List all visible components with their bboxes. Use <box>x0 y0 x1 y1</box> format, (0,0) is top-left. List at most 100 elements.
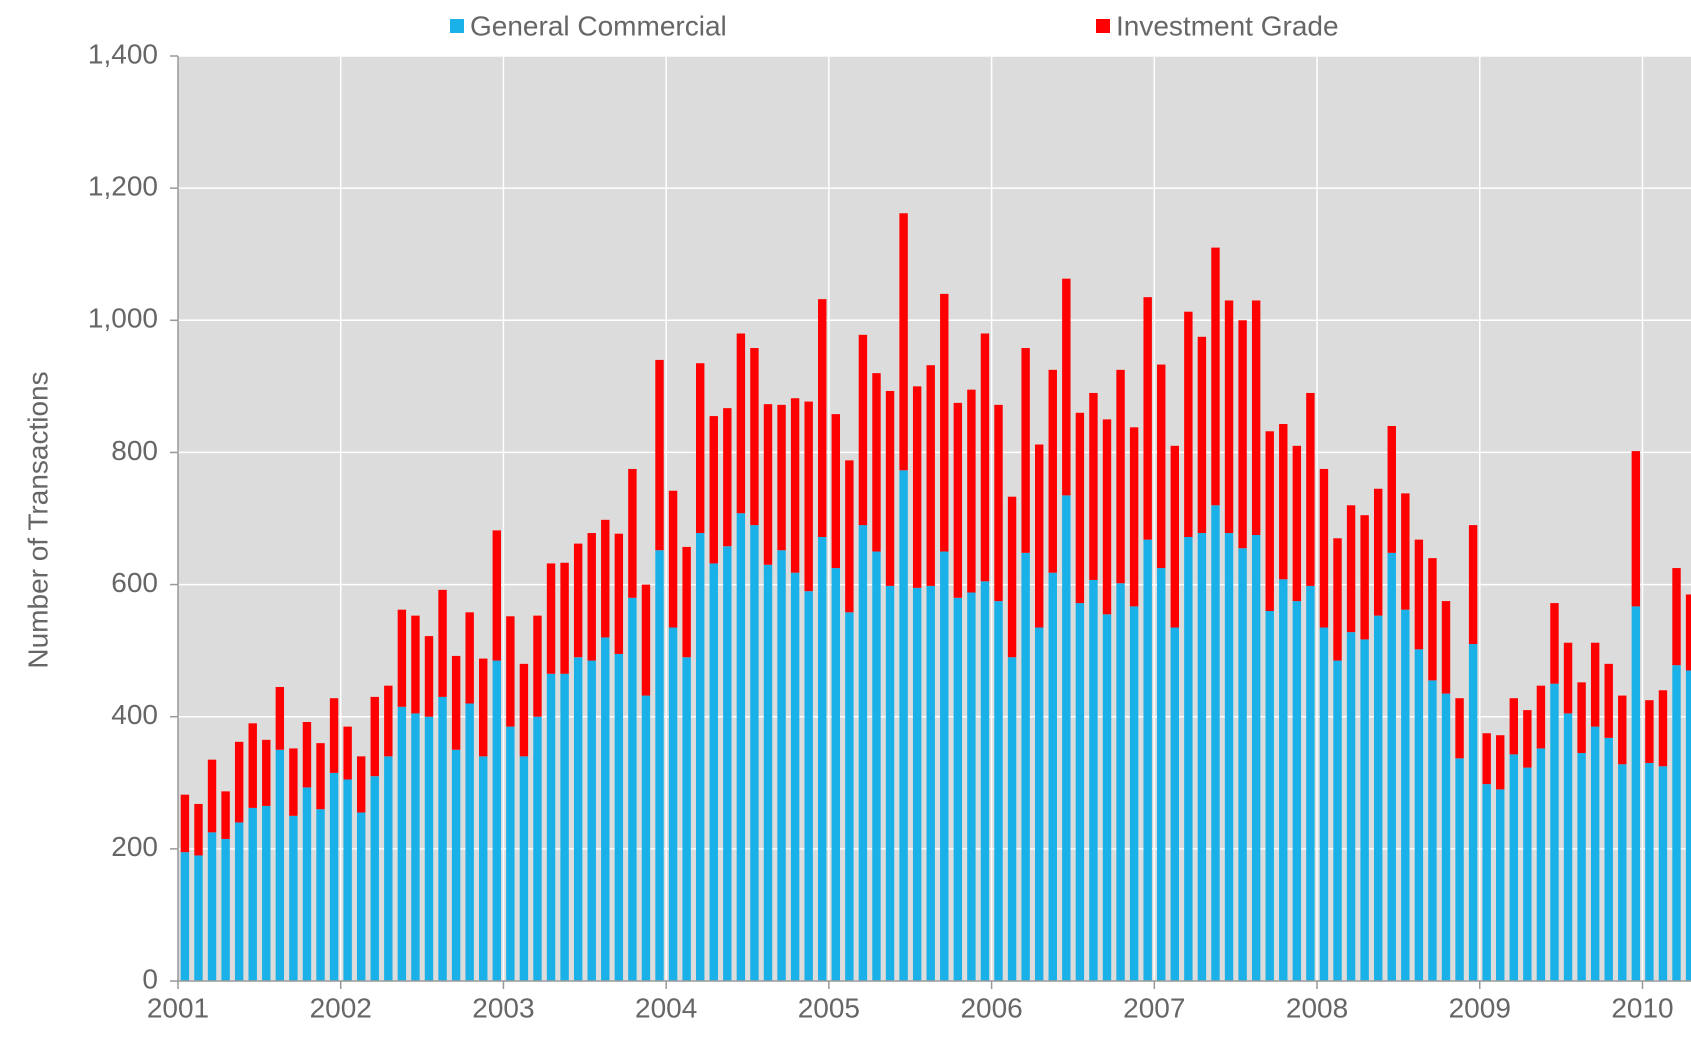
bar-segment <box>953 402 963 598</box>
bar-segment <box>519 756 529 981</box>
bar-segment <box>343 779 352 981</box>
y-tick-label: 1,200 <box>88 171 158 202</box>
bar-segment <box>1143 297 1152 540</box>
bar-segment <box>641 695 651 981</box>
bar-segment <box>492 530 501 661</box>
bar-segment <box>316 809 325 981</box>
bar-segment <box>194 855 203 981</box>
bar-segment <box>316 743 325 810</box>
bar-segment <box>1645 762 1654 981</box>
x-tick-label: 2008 <box>1286 992 1348 1023</box>
bar-segment <box>1550 603 1559 684</box>
bar-segment <box>506 726 515 981</box>
bar-segment <box>1306 585 1315 981</box>
bar-segment <box>750 525 759 981</box>
bar-segment <box>465 612 474 704</box>
bar-segment <box>1116 369 1125 584</box>
bar-segment <box>790 398 800 573</box>
bar-segment <box>1021 348 1030 553</box>
bar-segment <box>1360 515 1369 640</box>
bar-segment <box>804 401 813 592</box>
x-tick-label: 2003 <box>472 992 534 1023</box>
bar-segment <box>384 685 393 757</box>
bar-segment <box>451 655 461 750</box>
bar-segment <box>234 741 244 823</box>
bar-segment <box>573 543 583 658</box>
bar-segment <box>234 822 244 981</box>
bar-segment <box>1523 767 1532 981</box>
bar-segment <box>1224 533 1234 981</box>
bar-segment <box>872 551 881 981</box>
bar-segment <box>1265 431 1274 611</box>
bar-segment <box>628 468 637 598</box>
bar-segment <box>1292 445 1302 602</box>
bar-segment <box>424 636 434 717</box>
bar-segment <box>831 568 840 981</box>
bar-segment <box>953 597 963 981</box>
legend-label: Investment Grade <box>1116 10 1339 41</box>
bar-segment <box>1333 538 1342 661</box>
bar-segment <box>533 716 542 981</box>
bar-segment <box>587 660 596 981</box>
bar-segment <box>1482 733 1491 785</box>
bar-segment <box>885 585 895 981</box>
bar-segment <box>695 533 705 981</box>
bar-segment <box>872 373 881 552</box>
bar-segment <box>1414 539 1424 650</box>
bar-segment <box>777 404 786 551</box>
bar-segment <box>275 686 285 750</box>
bar-segment <box>912 587 922 981</box>
bar-segment <box>1401 493 1410 610</box>
bar-segment <box>329 772 339 981</box>
bar-segment <box>655 359 664 551</box>
bar-segment <box>1184 311 1193 537</box>
bar-segment <box>207 759 217 833</box>
bar-segment <box>180 794 190 853</box>
bar-segment <box>682 657 691 981</box>
bar-segment <box>1211 247 1220 506</box>
bar-segment <box>736 333 746 514</box>
bar-segment <box>1197 533 1207 981</box>
bar-segment <box>1360 639 1369 981</box>
bar-segment <box>994 601 1003 981</box>
bar-segment <box>750 348 759 526</box>
bar-segment <box>1143 539 1152 981</box>
bar-segment <box>1604 737 1613 981</box>
bar-segment <box>1523 710 1532 768</box>
bar-segment <box>1373 615 1383 981</box>
bar-segment <box>1034 444 1044 628</box>
bar-segment <box>397 706 407 981</box>
bar-segment <box>289 748 298 816</box>
bar-segment <box>1279 424 1288 580</box>
bar-segment <box>248 807 257 981</box>
bar-segment <box>831 414 840 569</box>
bar-segment <box>1048 572 1057 981</box>
bar-segment <box>1658 766 1668 981</box>
bar-segment <box>1021 552 1030 981</box>
bar-segment <box>695 363 705 534</box>
bar-segment <box>614 653 624 981</box>
bar-segment <box>1645 700 1654 763</box>
bar-segment <box>940 551 949 981</box>
bar-segment <box>858 525 868 981</box>
bar-segment <box>628 597 637 981</box>
bar-segment <box>194 803 203 856</box>
bar-segment <box>1129 606 1139 981</box>
bar-segment <box>1048 369 1057 573</box>
bar-segment <box>790 572 800 981</box>
bar-segment <box>926 365 935 586</box>
bar-segment <box>1672 665 1681 981</box>
bar-segment <box>1170 445 1179 628</box>
bar-segment <box>1007 657 1017 981</box>
bar-segment <box>1509 698 1518 755</box>
bar-segment <box>804 591 813 981</box>
bar-segment <box>858 334 868 526</box>
bar-segment <box>1414 649 1424 981</box>
bar-segment <box>601 637 610 981</box>
bar-segment <box>546 563 556 674</box>
bar-segment <box>980 333 990 582</box>
bar-segment <box>926 585 935 981</box>
bar-segment <box>1170 627 1179 981</box>
bar-segment <box>1157 364 1166 569</box>
bar-segment <box>1496 789 1505 981</box>
